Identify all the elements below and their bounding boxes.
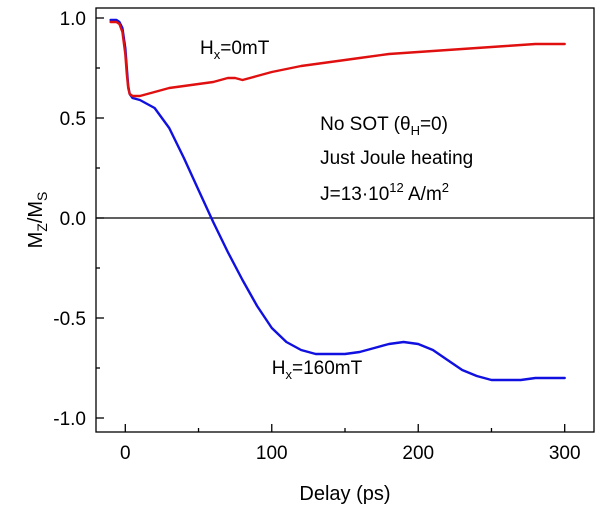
y-tick-label: 0.5 [60, 109, 86, 130]
label-hx-0mt: Hx=0mT [200, 38, 270, 62]
x-tick-label: 200 [402, 443, 434, 464]
series-line-hx-0mt [109, 20, 566, 98]
label-no-sot: No SOT (θH=0) [320, 114, 448, 138]
axis-tick-labels: 0 100 200 300 1.0 0.5 0.0 -0.5 -1.0 [53, 9, 580, 464]
y-tick-label: 1.0 [60, 9, 86, 30]
x-tick-label: 300 [549, 443, 581, 464]
y-tick-label: -1.0 [53, 409, 86, 430]
label-hx-160mt: Hx=160mT [272, 358, 363, 382]
y-tick-label: -0.5 [53, 309, 86, 330]
x-axis-title: Delay (ps) [299, 483, 390, 505]
x-tick-label: 0 [120, 443, 131, 464]
label-joule-heating: Just Joule heating [320, 148, 473, 169]
label-current-density: J=13·1012 A/m2 [320, 180, 449, 205]
y-tick-label: 0.0 [60, 209, 86, 230]
x-tick-label: 100 [256, 443, 288, 464]
y-axis-title: MZ/MS [25, 192, 50, 249]
axis-ticks [96, 17, 566, 432]
series-lines [109, 18, 566, 382]
